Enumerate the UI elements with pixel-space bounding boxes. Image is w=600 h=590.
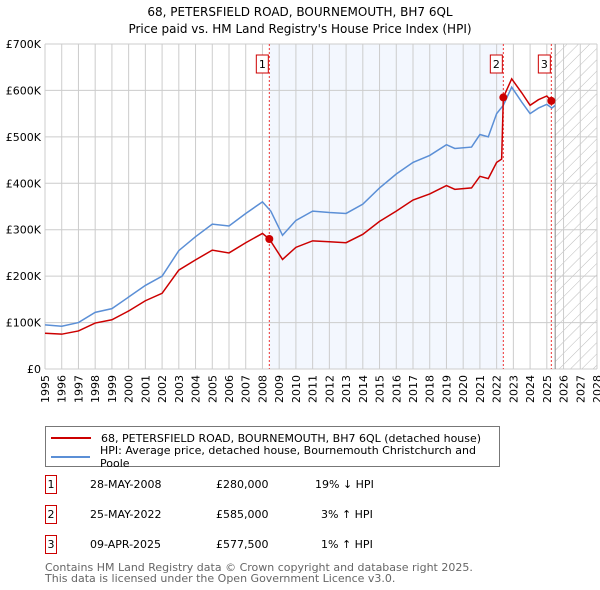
sale-point xyxy=(547,96,556,105)
x-tick-label: 2027 xyxy=(574,375,587,403)
x-tick-label: 2002 xyxy=(156,375,169,403)
sale-label: 1 xyxy=(259,58,266,71)
legend-swatch-red xyxy=(51,437,91,439)
x-tick-label: 2026 xyxy=(558,375,571,403)
y-tick-label: £0 xyxy=(27,363,41,376)
legend-label: HPI: Average price, detached house, Bour… xyxy=(100,444,476,470)
transaction-row: 2 25-MAY-2022 £585,000 3% ↑ HPI xyxy=(45,505,465,525)
x-tick-label: 2008 xyxy=(256,375,269,403)
x-tick-label: 2021 xyxy=(474,375,487,403)
x-tick-label: 2017 xyxy=(407,375,420,403)
sale-label-box xyxy=(255,54,269,74)
chart-title: 68, PETERSFIELD ROAD, BOURNEMOUTH, BH7 6… xyxy=(147,5,452,19)
date: 25-MAY-2022 xyxy=(90,508,162,521)
marker-badge: 1 xyxy=(45,475,57,494)
sale-label: 2 xyxy=(493,58,500,71)
x-tick-label: 2025 xyxy=(541,375,554,403)
chart-subtitle: Price paid vs. HM Land Registry's House … xyxy=(128,22,471,36)
forecast-hatch xyxy=(555,44,597,369)
x-tick-label: 1997 xyxy=(72,375,85,403)
footer-licence: This data is licensed under the Open Gov… xyxy=(45,572,396,585)
hpi-diff: 19% ↓ HPI xyxy=(315,478,374,491)
date: 28-MAY-2008 xyxy=(90,478,162,491)
x-tick-label: 2003 xyxy=(173,375,186,403)
legend-item-hpi: HPI: Average price, detached house, Bour… xyxy=(51,444,499,470)
y-tick-label: £100K xyxy=(6,317,42,330)
x-tick-label: 2014 xyxy=(357,375,370,403)
price: £280,000 xyxy=(216,478,269,491)
x-tick-label: 2004 xyxy=(190,375,203,403)
sale-label: 3 xyxy=(541,58,548,71)
hpi-diff: 1% ↑ HPI xyxy=(321,538,373,551)
x-tick-label: 2007 xyxy=(240,375,253,403)
y-tick-label: £300K xyxy=(6,224,42,237)
legend: 68, PETERSFIELD ROAD, BOURNEMOUTH, BH7 6… xyxy=(45,426,500,470)
sale-label-box xyxy=(537,54,551,74)
x-tick-label: 2020 xyxy=(457,375,470,403)
x-tick-label: 2013 xyxy=(340,375,353,403)
footer-copyright: Contains HM Land Registry data © Crown c… xyxy=(45,561,473,574)
date: 09-APR-2025 xyxy=(90,538,162,551)
sale-period-shade xyxy=(269,44,504,369)
marker-badge: 3 xyxy=(45,535,57,554)
series-line xyxy=(44,77,554,335)
y-tick-label: £600K xyxy=(6,84,42,97)
x-tick-label: 2000 xyxy=(123,375,136,403)
y-tick-label: £400K xyxy=(6,177,42,190)
x-tick-label: 2015 xyxy=(374,375,387,403)
sale-label-box xyxy=(489,54,503,74)
hpi-diff: 3% ↑ HPI xyxy=(321,508,373,521)
marker-badge: 2 xyxy=(45,505,57,524)
price-chart: 68, PETERSFIELD ROAD, BOURNEMOUTH, BH7 6… xyxy=(6,5,600,403)
x-tick-label: 2001 xyxy=(139,375,152,403)
x-tick-label: 1999 xyxy=(106,375,119,403)
x-tick-label: 2005 xyxy=(206,375,219,403)
y-tick-label: £200K xyxy=(6,270,42,283)
x-tick-label: 2023 xyxy=(507,375,520,403)
x-tick-label: 2024 xyxy=(524,375,537,403)
x-tick-label: 2019 xyxy=(440,375,453,403)
price: £585,000 xyxy=(216,508,269,521)
x-tick-label: 2006 xyxy=(223,375,236,403)
legend-label: 68, PETERSFIELD ROAD, BOURNEMOUTH, BH7 6… xyxy=(101,431,482,445)
x-tick-label: 2018 xyxy=(424,375,437,403)
x-tick-label: 2028 xyxy=(591,375,600,403)
x-tick-label: 2016 xyxy=(390,375,403,403)
series-line xyxy=(44,85,556,328)
x-tick-label: 1995 xyxy=(39,375,52,403)
x-tick-label: 2022 xyxy=(491,375,504,403)
transaction-row: 1 28-MAY-2008 £280,000 19% ↓ HPI xyxy=(45,475,465,495)
x-tick-label: 2012 xyxy=(323,375,336,403)
x-tick-label: 1998 xyxy=(89,375,102,403)
y-tick-label: £500K xyxy=(6,131,42,144)
x-tick-label: 2009 xyxy=(273,375,286,403)
x-tick-label: 2011 xyxy=(307,375,320,403)
transaction-row: 3 09-APR-2025 £577,500 1% ↑ HPI xyxy=(45,535,465,555)
legend-item-property: 68, PETERSFIELD ROAD, BOURNEMOUTH, BH7 6… xyxy=(51,429,481,447)
y-tick-label: £700K xyxy=(6,38,42,51)
legend-swatch-blue xyxy=(51,456,91,458)
x-tick-label: 1996 xyxy=(56,375,69,403)
price: £577,500 xyxy=(216,538,269,551)
x-tick-label: 2010 xyxy=(290,375,303,403)
sale-point xyxy=(499,93,508,102)
sale-point xyxy=(265,235,274,243)
